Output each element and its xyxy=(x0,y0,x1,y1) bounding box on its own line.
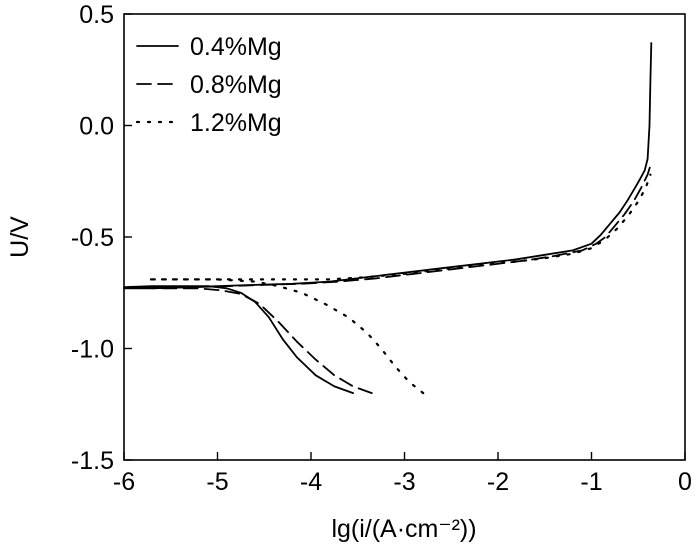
y-tick-label: 0.5 xyxy=(79,1,114,29)
x-tick-label: -3 xyxy=(393,468,415,496)
x-tick-label: -6 xyxy=(113,468,135,496)
x-tick-label: -5 xyxy=(206,468,228,496)
y-tick-label: -1.0 xyxy=(71,336,114,364)
series-layer xyxy=(123,42,653,395)
series-line-2 xyxy=(123,164,652,394)
x-tick-label: -1 xyxy=(580,468,602,496)
legend-label-2: 0.8%Mg xyxy=(190,71,282,99)
legend: 0.4%Mg 0.8%Mg 1.2%Mg xyxy=(135,33,282,137)
x-tick-label: 0 xyxy=(678,468,692,496)
axis-ticks: -6 -5 -4 -3 -2 -1 0 -1.5 -1.0 -0.5 0.0 0.5 xyxy=(71,1,692,496)
series-line-3 xyxy=(146,173,652,395)
legend-label-1: 0.4%Mg xyxy=(190,33,282,61)
y-tick-label: -0.5 xyxy=(71,224,114,252)
legend-label-3: 1.2%Mg xyxy=(190,109,282,137)
x-tick-label: -4 xyxy=(300,468,322,496)
x-tick-label: -2 xyxy=(487,468,509,496)
x-axis-title: lg(i/(A·cm⁻²)) xyxy=(331,515,476,543)
y-tick-label: -1.5 xyxy=(71,447,114,475)
y-axis-title: U/V xyxy=(6,216,34,258)
y-tick-label: 0.0 xyxy=(79,113,114,141)
